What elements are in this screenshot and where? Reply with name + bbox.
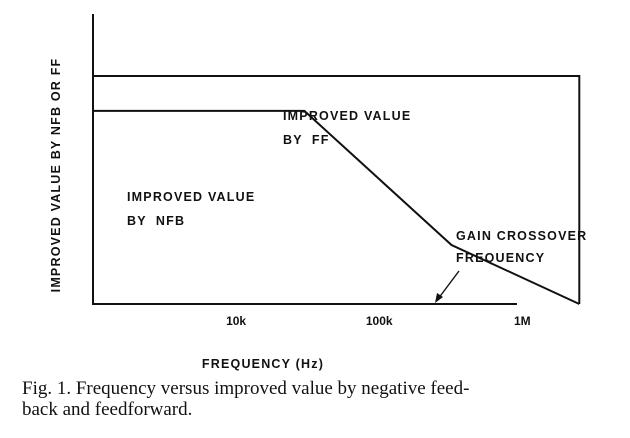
series-layer <box>93 75 581 305</box>
annotation-nfb-line-2: BY NFB <box>127 214 185 228</box>
series-line-1 <box>93 75 581 304</box>
y-axis-label: IMPROVED VALUE BY NFB OR FF <box>49 58 63 293</box>
chart-area: 10k 100k 1M IMPROVED VALUE BY NFB OR FF FR… <box>49 14 587 371</box>
caption-line-1: Fig. 1. Frequency versus improved value … <box>22 378 470 399</box>
x-axis-label: FREQUENCY (Hz) <box>202 357 324 371</box>
annotation-nfb-line-1: IMPROVED VALUE <box>127 190 255 204</box>
caption-line-2: back and feedforward. <box>22 399 193 420</box>
series-line-2 <box>93 109 580 305</box>
tick-labels: 10k 100k 1M <box>226 314 531 328</box>
annotation-gain-crossover: GAIN CROSSOVER FREQUENCY <box>435 229 587 303</box>
x-tick-label-1: 10k <box>226 314 246 328</box>
annotation-ff-line-1: IMPROVED VALUE <box>283 109 411 123</box>
x-tick-label-2: 100k <box>366 314 393 328</box>
annotation-gain-crossover-line-2: FREQUENCY <box>456 251 545 265</box>
gain-crossover-arrowhead <box>435 293 443 303</box>
figure-caption: Fig. 1. Frequency versus improved value … <box>22 378 622 420</box>
axes <box>92 14 517 305</box>
annotation-gain-crossover-line-1: GAIN CROSSOVER <box>456 229 587 243</box>
gain-crossover-arrow <box>437 270 460 300</box>
annotation-ff: IMPROVED VALUE BY FF <box>283 109 411 147</box>
x-tick-label-3: 1M <box>514 314 531 328</box>
annotation-nfb: IMPROVED VALUE BY NFB <box>127 190 255 228</box>
annotation-ff-line-2: BY FF <box>283 133 330 147</box>
